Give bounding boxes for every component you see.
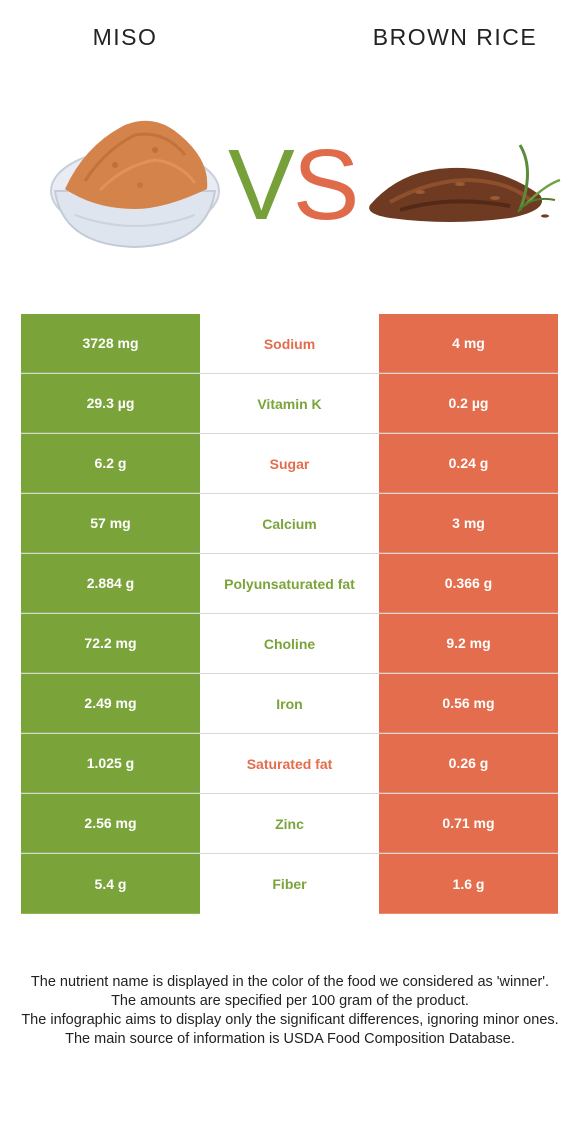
footnote-line-winner: The nutrient name is displayed in the co… — [30, 974, 550, 990]
table-row: 72.2 mg Choline 9.2 mg — [21, 614, 558, 674]
table-row: 6.2 g Sugar 0.24 g — [21, 434, 558, 494]
miso-value: 3728 mg — [21, 314, 200, 373]
miso-value: 2.56 mg — [21, 794, 200, 853]
left-food-title: MISO — [92, 24, 158, 50]
brown-rice-value: 0.56 mg — [379, 674, 558, 733]
brown-rice-value: 3 mg — [379, 494, 558, 553]
miso-value: 72.2 mg — [21, 614, 200, 673]
nutrient-name: Polyunsaturated fat — [200, 554, 379, 613]
footnote-line-differences: The infographic aims to display only the… — [21, 1012, 559, 1028]
nutrient-name: Calcium — [200, 494, 379, 553]
versus-v: V — [228, 129, 295, 241]
nutrient-name: Sugar — [200, 434, 379, 493]
nutrient-name: Iron — [200, 674, 379, 733]
table-row: 1.025 g Saturated fat 0.26 g — [21, 734, 558, 794]
miso-value: 6.2 g — [21, 434, 200, 493]
right-food-title: BROWN RICE — [372, 24, 538, 50]
miso-value: 29.3 µg — [21, 374, 200, 433]
miso-value: 2.49 mg — [21, 674, 200, 733]
miso-value: 57 mg — [21, 494, 200, 553]
miso-value: 2.884 g — [21, 554, 200, 613]
nutrient-name: Sodium — [200, 314, 379, 373]
nutrient-name: Vitamin K — [200, 374, 379, 433]
table-row: 3728 mg Sodium 4 mg — [21, 314, 558, 374]
footnote-line-source: The main source of information is USDA F… — [65, 1031, 515, 1047]
table-row: 2.56 mg Zinc 0.71 mg — [21, 794, 558, 854]
footnote: The nutrient name is displayed in the co… — [20, 973, 560, 1049]
table-row: 5.4 g Fiber 1.6 g — [21, 854, 558, 914]
nutrient-name: Fiber — [200, 854, 379, 914]
brown-rice-value: 0.2 µg — [379, 374, 558, 433]
table-row: 29.3 µg Vitamin K 0.2 µg — [21, 374, 558, 434]
brown-rice-value: 9.2 mg — [379, 614, 558, 673]
nutrient-comparison-table: 3728 mg Sodium 4 mg 29.3 µg Vitamin K 0.2 µg 6… — [21, 314, 558, 914]
table-row: 2.49 mg Iron 0.56 mg — [21, 674, 558, 734]
brown-rice-image — [369, 144, 561, 222]
miso-value: 1.025 g — [21, 734, 200, 793]
versus-label: VS — [228, 135, 359, 235]
nutrient-name: Saturated fat — [200, 734, 379, 793]
brown-rice-value: 1.6 g — [379, 854, 558, 914]
footnote-line-amounts: The amounts are specified per 100 gram o… — [111, 993, 469, 1009]
miso-bowl-image — [50, 120, 220, 249]
brown-rice-value: 0.26 g — [379, 734, 558, 793]
comparison-header: MISO BROWN RICE VS — [0, 0, 580, 300]
brown-rice-value: 4 mg — [379, 314, 558, 373]
brown-rice-value: 0.71 mg — [379, 794, 558, 853]
nutrient-name: Choline — [200, 614, 379, 673]
table-row: 57 mg Calcium 3 mg — [21, 494, 558, 554]
brown-rice-value: 0.366 g — [379, 554, 558, 613]
nutrient-name: Zinc — [200, 794, 379, 853]
brown-rice-value: 0.24 g — [379, 434, 558, 493]
versus-s: S — [292, 129, 360, 241]
table-row: 2.884 g Polyunsaturated fat 0.366 g — [21, 554, 558, 614]
miso-value: 5.4 g — [21, 854, 200, 914]
